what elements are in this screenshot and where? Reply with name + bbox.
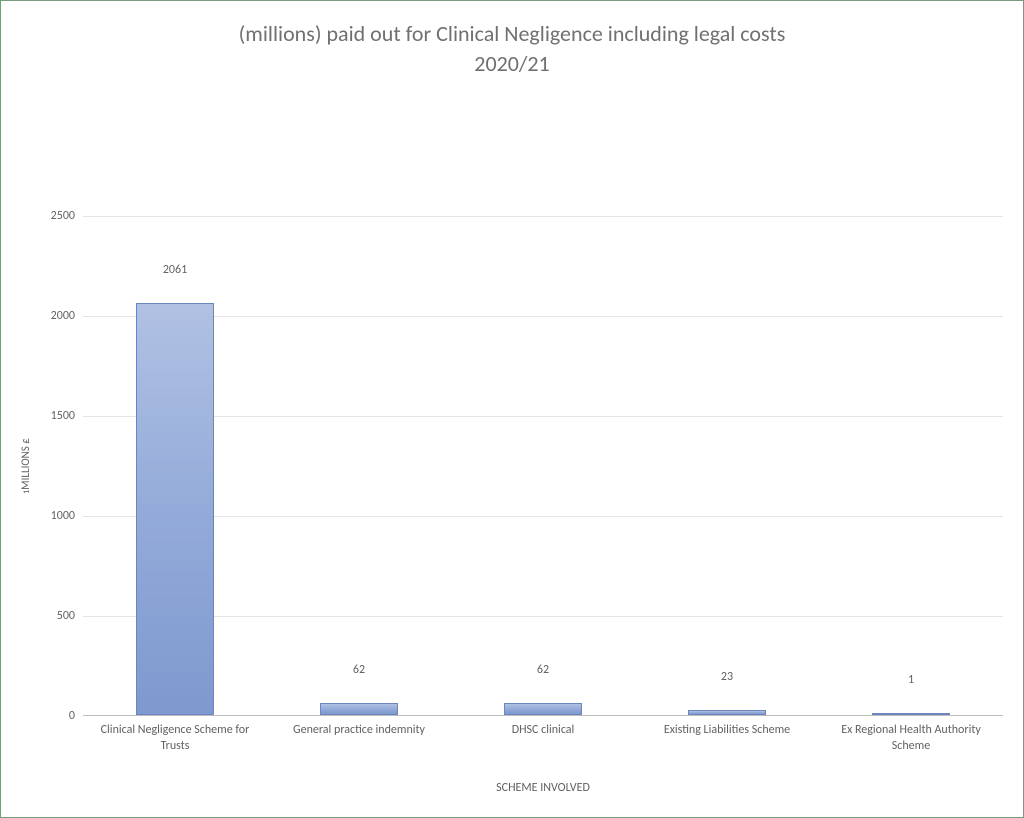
bar-slot: 2061 xyxy=(83,216,267,715)
bar xyxy=(688,710,766,715)
bar-slot: 1 xyxy=(819,216,1003,715)
bar xyxy=(136,303,214,715)
x-tick-label: DHSC clinical xyxy=(451,723,635,754)
y-axis-title: 1MILLIONS £ xyxy=(19,438,32,494)
x-axis-labels: Clinical Negligence Scheme for TrustsGen… xyxy=(83,723,1003,754)
x-axis-title: SCHEME INVOLVED xyxy=(83,781,1003,795)
chart-container: (millions) paid out for Clinical Neglige… xyxy=(0,0,1024,818)
bar-value-label: 23 xyxy=(635,670,819,690)
x-tick-label: Clinical Negligence Scheme for Trusts xyxy=(83,723,267,754)
bar-value-label: 2061 xyxy=(83,263,267,283)
x-tick-label: Existing Liabilities Scheme xyxy=(635,723,819,754)
x-tick-label: General practice indemnity xyxy=(267,723,451,754)
y-axis-title-prefix: 1 xyxy=(22,490,32,494)
plot-area: 05001000150020002500 20616262231 xyxy=(83,216,1003,716)
bar xyxy=(320,703,398,715)
bar-value-label: 1 xyxy=(819,673,1003,693)
bar xyxy=(504,703,582,715)
chart-title: (millions) paid out for Clinical Neglige… xyxy=(1,1,1023,78)
bar-value-label: 62 xyxy=(451,663,635,683)
y-tick-label: 2500 xyxy=(51,209,75,223)
bar-slot: 62 xyxy=(267,216,451,715)
bar-value-label: 62 xyxy=(267,663,451,683)
y-tick-label: 1500 xyxy=(51,409,75,423)
bar xyxy=(872,713,950,715)
y-tick-label: 500 xyxy=(57,609,75,623)
y-tick-label: 1000 xyxy=(51,509,75,523)
bar-slot: 23 xyxy=(635,216,819,715)
y-tick-label: 2000 xyxy=(51,309,75,323)
y-tick-label: 0 xyxy=(69,709,75,723)
y-axis-title-text: MILLIONS £ xyxy=(19,438,32,490)
chart-title-line2: 2020/21 xyxy=(1,49,1023,79)
chart-title-line1: (millions) paid out for Clinical Neglige… xyxy=(1,19,1023,49)
x-tick-label: Ex Regional Health Authority Scheme xyxy=(819,723,1003,754)
bar-slot: 62 xyxy=(451,216,635,715)
bars-group: 20616262231 xyxy=(83,216,1003,715)
